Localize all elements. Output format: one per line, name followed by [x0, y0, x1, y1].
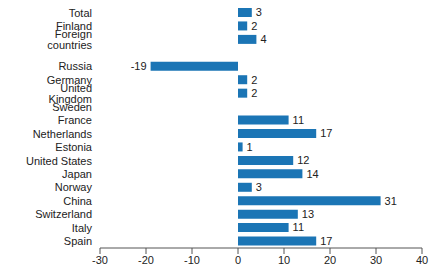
svg-text:17: 17 — [320, 235, 332, 247]
svg-text:3: 3 — [256, 181, 262, 193]
svg-text:12: 12 — [297, 154, 309, 166]
svg-text:Norway: Norway — [55, 181, 93, 193]
svg-text:Spain: Spain — [64, 235, 92, 247]
svg-text:20: 20 — [324, 254, 336, 266]
svg-text:Russia: Russia — [58, 60, 93, 72]
svg-text:2: 2 — [251, 74, 257, 86]
svg-text:Foreigncountries: Foreigncountries — [47, 28, 92, 51]
svg-text:-30: -30 — [92, 254, 108, 266]
svg-text:-10: -10 — [184, 254, 200, 266]
svg-text:Italy: Italy — [72, 222, 93, 234]
svg-text:4: 4 — [260, 33, 266, 45]
svg-text:United States: United States — [26, 155, 93, 167]
svg-text:2: 2 — [251, 20, 257, 32]
svg-text:40: 40 — [416, 254, 428, 266]
svg-text:Netherlands: Netherlands — [33, 128, 93, 140]
svg-text:-19: -19 — [131, 60, 147, 72]
svg-text:Japan: Japan — [62, 168, 92, 180]
svg-text:1: 1 — [247, 141, 253, 153]
svg-text:Estonia: Estonia — [55, 141, 93, 153]
svg-text:Total: Total — [69, 7, 92, 19]
svg-text:Switzerland: Switzerland — [35, 208, 92, 220]
svg-text:France: France — [58, 114, 92, 126]
svg-text:17: 17 — [320, 127, 332, 139]
svg-text:-20: -20 — [138, 254, 154, 266]
svg-text:0: 0 — [235, 254, 241, 266]
svg-text:30: 30 — [370, 254, 382, 266]
svg-text:31: 31 — [385, 195, 397, 207]
svg-text:Sweden: Sweden — [52, 101, 92, 113]
svg-text:13: 13 — [302, 208, 314, 220]
svg-text:11: 11 — [293, 114, 304, 126]
svg-text:China: China — [63, 195, 93, 207]
svg-text:2: 2 — [251, 87, 257, 99]
svg-text:3: 3 — [256, 6, 262, 18]
svg-text:11: 11 — [293, 221, 304, 233]
svg-text:10: 10 — [278, 254, 290, 266]
svg-text:14: 14 — [306, 168, 318, 180]
